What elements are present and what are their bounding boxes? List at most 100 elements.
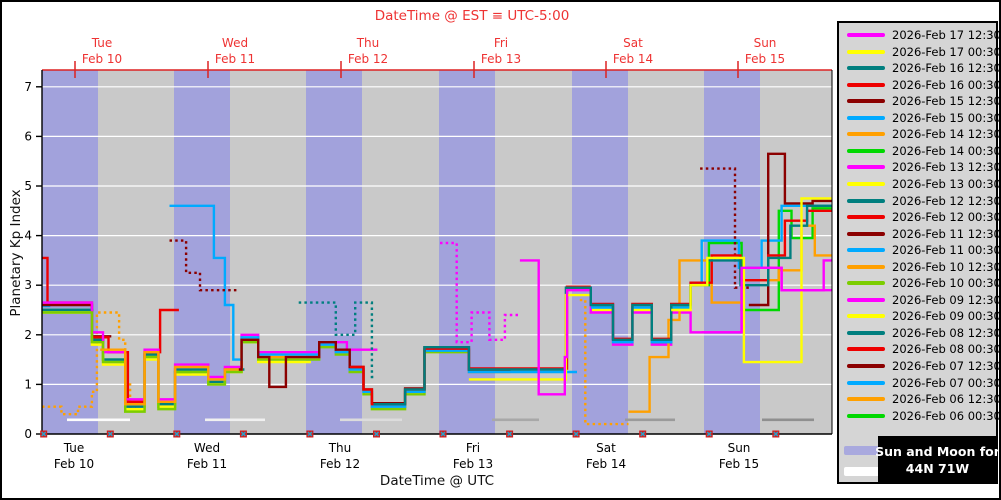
y-tick-label: 1 — [24, 377, 32, 391]
legend-item: 2026-Feb 16 12:30 — [839, 60, 999, 76]
top-date-label: Feb 11 — [215, 52, 255, 66]
legend-swatch — [847, 248, 885, 253]
y-tick-label: 3 — [24, 278, 32, 292]
moon-bar — [340, 418, 402, 422]
axis-marker — [439, 430, 447, 438]
night-band — [439, 70, 495, 434]
night-band — [704, 70, 760, 434]
legend-label: 2026-Feb 12 00:30 — [892, 210, 1001, 225]
legend-label: 2026-Feb 07 00:30 — [892, 375, 1001, 390]
axis-marker — [373, 430, 380, 438]
kp-series — [169, 239, 239, 292]
moon-bar — [762, 418, 814, 422]
top-date-label: Feb 13 — [481, 52, 521, 66]
moon-bar — [492, 418, 539, 422]
night-band — [42, 70, 98, 434]
legend-item: 2026-Feb 13 12:30 — [839, 159, 999, 175]
legend-swatch — [847, 148, 885, 153]
legend-item: 2026-Feb 08 12:30 — [839, 325, 999, 341]
legend-item: 2026-Feb 06 00:30 — [839, 408, 999, 424]
moon-bar — [67, 418, 130, 422]
legend-item: 2026-Feb 14 12:30 — [839, 126, 999, 142]
legend-item: 2026-Feb 12 12:30 — [839, 193, 999, 209]
series-layer — [42, 152, 832, 426]
legend-item: 2026-Feb 12 00:30 — [839, 209, 999, 225]
legend-label: 2026-Feb 11 00:30 — [892, 243, 1001, 258]
legend-swatch — [847, 314, 885, 319]
legend-item: 2026-Feb 17 12:30 — [839, 27, 999, 43]
axis-marker — [173, 430, 181, 438]
bottom-date-label: Feb 14 — [586, 457, 626, 471]
legend-swatch — [847, 364, 885, 368]
legend-swatch — [847, 49, 885, 54]
y-tick-label: 6 — [24, 129, 32, 143]
y-tick-label: 0 — [24, 427, 32, 441]
legend-swatch — [847, 231, 885, 236]
legend-swatch — [847, 33, 885, 37]
legend-item: 2026-Feb 14 00:30 — [839, 143, 999, 159]
top-day-label: Sun — [754, 36, 777, 50]
legend-label: 2026-Feb 10 12:30 — [892, 259, 1001, 274]
legend-item: 2026-Feb 11 00:30 — [839, 242, 999, 258]
bottom-day-label: Fri — [466, 441, 480, 455]
x-axis-title: DateTime @ UTC — [379, 473, 495, 489]
legend-item: 2026-Feb 10 12:30 — [839, 259, 999, 275]
legend-swatch — [847, 165, 885, 170]
legend-swatch — [847, 413, 885, 418]
top-day-label: Thu — [356, 36, 380, 50]
moon-bar — [205, 418, 265, 422]
sunmoon-line2: 44N 71W — [905, 460, 970, 476]
legend-swatch — [847, 198, 885, 203]
legend-item: 2026-Feb 07 00:30 — [839, 375, 999, 391]
legend-item: 2026-Feb 16 00:30 — [839, 77, 999, 93]
night-band — [306, 70, 362, 434]
bottom-date-label: Feb 12 — [320, 457, 360, 471]
legend-label: 2026-Feb 06 00:30 — [892, 408, 1001, 423]
legend-swatch — [847, 115, 885, 120]
legend-label: 2026-Feb 17 12:30 — [892, 28, 1001, 42]
bottom-date-label: Feb 13 — [453, 457, 493, 471]
axis-marker — [572, 430, 580, 438]
top-day-label: Sat — [623, 36, 643, 50]
kp-series — [298, 301, 374, 379]
legend-label: 2026-Feb 09 12:30 — [892, 292, 1001, 307]
y-axis-title: Planetary Kp Index — [8, 189, 24, 317]
legend-item: 2026-Feb 13 00:30 — [839, 176, 999, 192]
bottom-day-label: Tue — [63, 441, 85, 455]
top-day-label: Tue — [91, 36, 113, 50]
axis-marker — [40, 430, 48, 438]
bottom-date-label: Feb 15 — [719, 457, 759, 471]
top-date-label: Feb 14 — [613, 52, 653, 66]
legend-swatch — [847, 181, 885, 186]
legend-label: 2026-Feb 09 00:30 — [892, 309, 1001, 324]
top-day-label: Fri — [494, 36, 508, 50]
legend-label: 2026-Feb 11 12:30 — [892, 226, 1001, 241]
legend-swatch — [847, 82, 885, 87]
bottom-day-label: Sun — [728, 441, 751, 455]
legend-label: 2026-Feb 14 00:30 — [892, 143, 1001, 158]
kp-series — [671, 197, 832, 364]
legend-label: 2026-Feb 16 00:30 — [892, 77, 1001, 92]
legend-label: 2026-Feb 13 12:30 — [892, 160, 1001, 175]
legend-panel: 2026-Feb 17 12:30 2026-Feb 17 00:30 2026-F… — [837, 21, 1001, 484]
legend-label: 2026-Feb 08 00:30 — [892, 342, 1001, 357]
sunmoon-legend: Sun and Moon for 44N 71W — [875, 436, 1000, 483]
legend-item: 2026-Feb 11 12:30 — [839, 226, 999, 242]
y-tick-label: 4 — [24, 229, 32, 243]
night-band-swatch — [844, 446, 880, 455]
bottom-day-label: Wed — [194, 441, 220, 455]
legend-item: 2026-Feb 15 00:30 — [839, 110, 999, 126]
legend-item: 2026-Feb 09 12:30 — [839, 292, 999, 308]
bottom-day-label: Sat — [596, 441, 616, 455]
legend-swatch — [847, 99, 885, 104]
legend-label: 2026-Feb 06 12:30 — [892, 392, 1001, 407]
legend-swatch — [847, 215, 885, 220]
axis-marker — [239, 430, 247, 438]
axis-marker — [506, 430, 514, 438]
kp-series — [42, 308, 245, 408]
sunmoon-line1: Sun and Moon for — [875, 443, 1000, 459]
plot-background — [42, 70, 832, 434]
legend-item: 2026-Feb 15 12:30 — [839, 93, 999, 109]
night-band — [572, 70, 628, 434]
